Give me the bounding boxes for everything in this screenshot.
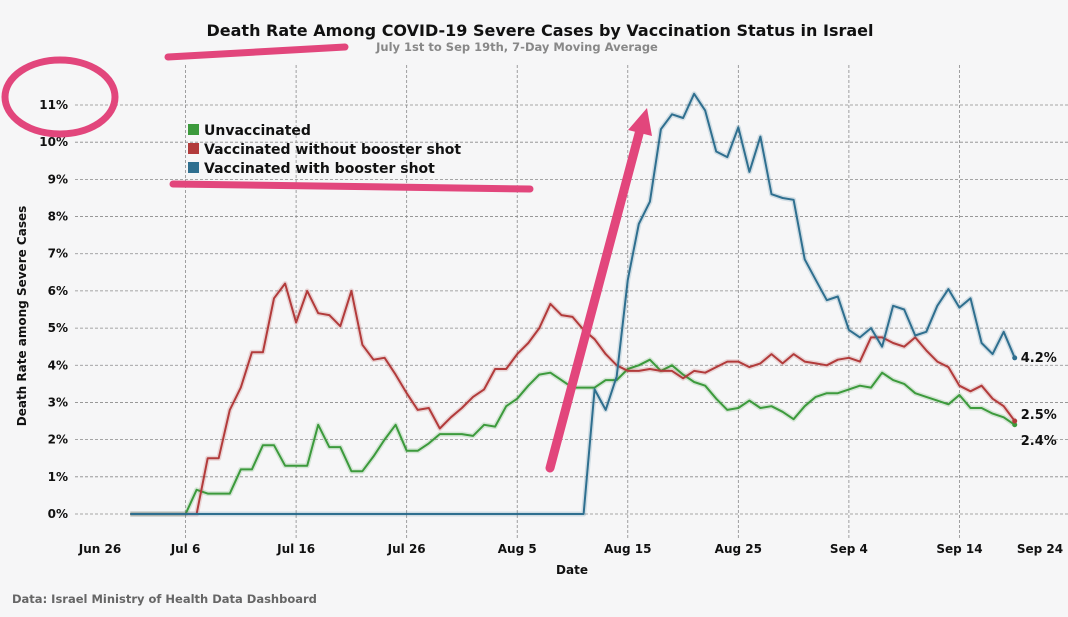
y-tick-label: 3% xyxy=(48,395,68,409)
grid xyxy=(75,65,1068,540)
series-line-vaccinated-without-booster-shot xyxy=(130,282,1016,515)
y-axis-ticks: 0% 1% 2% 3% 4% 5% 6% 7% 8% 9% 10% 11% xyxy=(39,98,68,521)
y-tick-label: 10% xyxy=(39,135,68,149)
x-axis-label: Date xyxy=(556,563,588,577)
chart-title: Death Rate Among COVID-19 Severe Cases b… xyxy=(207,21,874,40)
series-end-point xyxy=(1012,418,1018,424)
y-tick-label: 2% xyxy=(48,433,68,447)
y-tick-label: 0% xyxy=(48,507,68,521)
y-tick-label: 9% xyxy=(48,172,68,186)
annotation-circle xyxy=(1,56,119,138)
x-tick-label: Jul 16 xyxy=(276,542,315,556)
series-lines xyxy=(130,91,1018,517)
series-end-point xyxy=(1012,422,1018,428)
legend-swatch xyxy=(188,124,199,135)
x-tick-label: Sep 24 xyxy=(1017,542,1063,556)
legend-swatch xyxy=(188,143,199,154)
legend-label: Vaccinated with booster shot xyxy=(204,161,435,177)
hand-drawn-annotations xyxy=(1,43,652,473)
series-end-point xyxy=(1012,355,1018,361)
x-tick-label: Sep 4 xyxy=(830,542,868,556)
x-tick-label: Jul 26 xyxy=(387,542,426,556)
x-tick-label: Sep 14 xyxy=(936,542,982,556)
y-tick-label: 8% xyxy=(48,210,68,224)
legend-label: Vaccinated without booster shot xyxy=(204,142,461,158)
x-tick-label: Aug 5 xyxy=(498,542,537,556)
x-tick-label: Aug 25 xyxy=(715,542,762,556)
series-line-vaccinated-with-booster-shot xyxy=(130,92,1016,515)
y-tick-label: 1% xyxy=(48,470,68,484)
annotation-underline-subtitle xyxy=(164,43,349,61)
legend-label: Unvaccinated xyxy=(204,123,311,139)
y-tick-label: 6% xyxy=(48,284,68,298)
annotation-arrow-shaft xyxy=(545,125,645,473)
y-tick-label: 4% xyxy=(48,358,68,372)
end-value-label: 2.4% xyxy=(1021,434,1057,449)
y-axis-label: Death Rate among Severe Cases xyxy=(15,206,29,427)
annotation-underline-legend xyxy=(169,180,534,193)
end-labels: 2.4% 2.5% 4.2% xyxy=(1021,351,1057,449)
annotation-arrow-head xyxy=(628,108,652,136)
y-tick-label: 11% xyxy=(39,98,68,112)
legend: Unvaccinated Vaccinated without booster s… xyxy=(188,123,461,177)
y-tick-label: 5% xyxy=(48,321,68,335)
end-value-label: 4.2% xyxy=(1021,351,1057,366)
source-note: Data: Israel Ministry of Health Data Das… xyxy=(12,592,317,606)
y-tick-label: 7% xyxy=(48,247,68,261)
x-axis-ticks: Jun 26 Jul 6 Jul 16 Jul 26 Aug 5 Aug 15 Aug 25… xyxy=(78,542,1063,556)
x-tick-label: Jul 6 xyxy=(170,542,201,556)
x-tick-label: Jun 26 xyxy=(78,542,121,556)
end-value-label: 2.5% xyxy=(1021,408,1057,423)
x-tick-label: Aug 15 xyxy=(604,542,651,556)
chart-subtitle: July 1st to Sep 19th, 7-Day Moving Avera… xyxy=(375,40,658,54)
legend-swatch xyxy=(188,162,199,173)
